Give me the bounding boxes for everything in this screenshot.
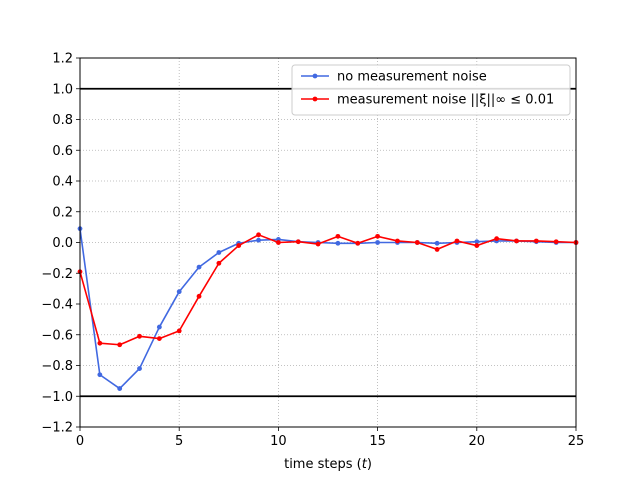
series-1-point: [514, 238, 519, 244]
y-tick-label: 0.4: [52, 175, 73, 190]
x-tick-label: 5: [175, 434, 183, 449]
x-axis-label: time steps (t): [284, 457, 372, 472]
series-0-point: [97, 372, 103, 378]
legend-entry-label: measurement noise ||ξ||∞ ≤ 0.01: [337, 93, 554, 108]
series-1-point: [236, 243, 242, 248]
series-0-point: [176, 289, 182, 295]
series-line-1: [79, 234, 577, 346]
series-1-point: [137, 333, 142, 339]
series-0-point: [156, 324, 162, 330]
series-0-point: [434, 240, 440, 246]
y-tick-label: −0.2: [41, 267, 73, 282]
series-1-point: [256, 232, 261, 238]
x-tick-label: 15: [369, 434, 386, 449]
series-1-point: [375, 233, 380, 239]
y-tick-label: 0.0: [52, 236, 73, 251]
series-1-point: [216, 260, 222, 266]
series-0-point: [474, 239, 480, 245]
series-1-point: [454, 238, 460, 244]
legend: no measurement noise measurement noise ||…: [291, 64, 571, 116]
y-tick-label: −1.0: [41, 390, 73, 405]
x-tick-label: 25: [568, 434, 585, 449]
series-0-point: [375, 240, 380, 245]
y-tick-label: 0.6: [52, 144, 73, 159]
series-1-point: [414, 240, 420, 245]
series-1-point: [315, 241, 321, 247]
series-1-point: [533, 238, 539, 244]
series-line-0: [79, 228, 576, 390]
series-1-point: [395, 238, 400, 244]
ticks: 0 5 10 15 20 25 −1.2 −1.0 −0.8 −0.6 −0.4 −0.2 0.0 0.2…: [41, 52, 584, 450]
series-0-point: [216, 250, 222, 255]
series-0-point: [256, 237, 261, 243]
y-tick-label: −1.2: [41, 421, 73, 436]
x-tick-label: 0: [76, 434, 84, 449]
legend-entry-label: no measurement noise: [337, 70, 487, 85]
series-1-point: [176, 328, 182, 334]
series-1-point: [335, 233, 341, 239]
y-tick-label: 0.2: [52, 205, 73, 220]
y-tick-label: 1.2: [52, 52, 73, 67]
series-0-point: [335, 240, 341, 246]
series-1-point: [553, 239, 559, 245]
series-1-point: [156, 336, 162, 341]
legend-swatch-marker: [312, 96, 318, 102]
legend-box: [291, 64, 571, 116]
series-1-point: [474, 243, 480, 248]
series-1-point: [295, 239, 301, 245]
series-0-point: [196, 264, 202, 270]
y-tick-label: −0.6: [41, 328, 73, 343]
series-1-point: [117, 342, 123, 348]
series-1-point: [196, 293, 202, 299]
series-1-point: [434, 247, 440, 252]
y-tick-label: −0.4: [41, 298, 73, 313]
series-1-point: [494, 236, 500, 242]
series-0-point: [137, 366, 142, 371]
legend-swatch-marker: [312, 73, 318, 79]
series-1-point: [97, 340, 103, 346]
series-1-point: [355, 240, 361, 246]
x-tick-label: 10: [270, 434, 287, 449]
x-tick-label: 20: [469, 434, 486, 449]
series-0-point: [117, 386, 123, 391]
series-layer: [77, 226, 579, 391]
y-tick-label: −0.8: [41, 359, 73, 374]
y-tick-label: 1.0: [52, 82, 73, 97]
y-tick-label: 0.8: [52, 113, 73, 128]
series-1-point: [276, 240, 281, 245]
